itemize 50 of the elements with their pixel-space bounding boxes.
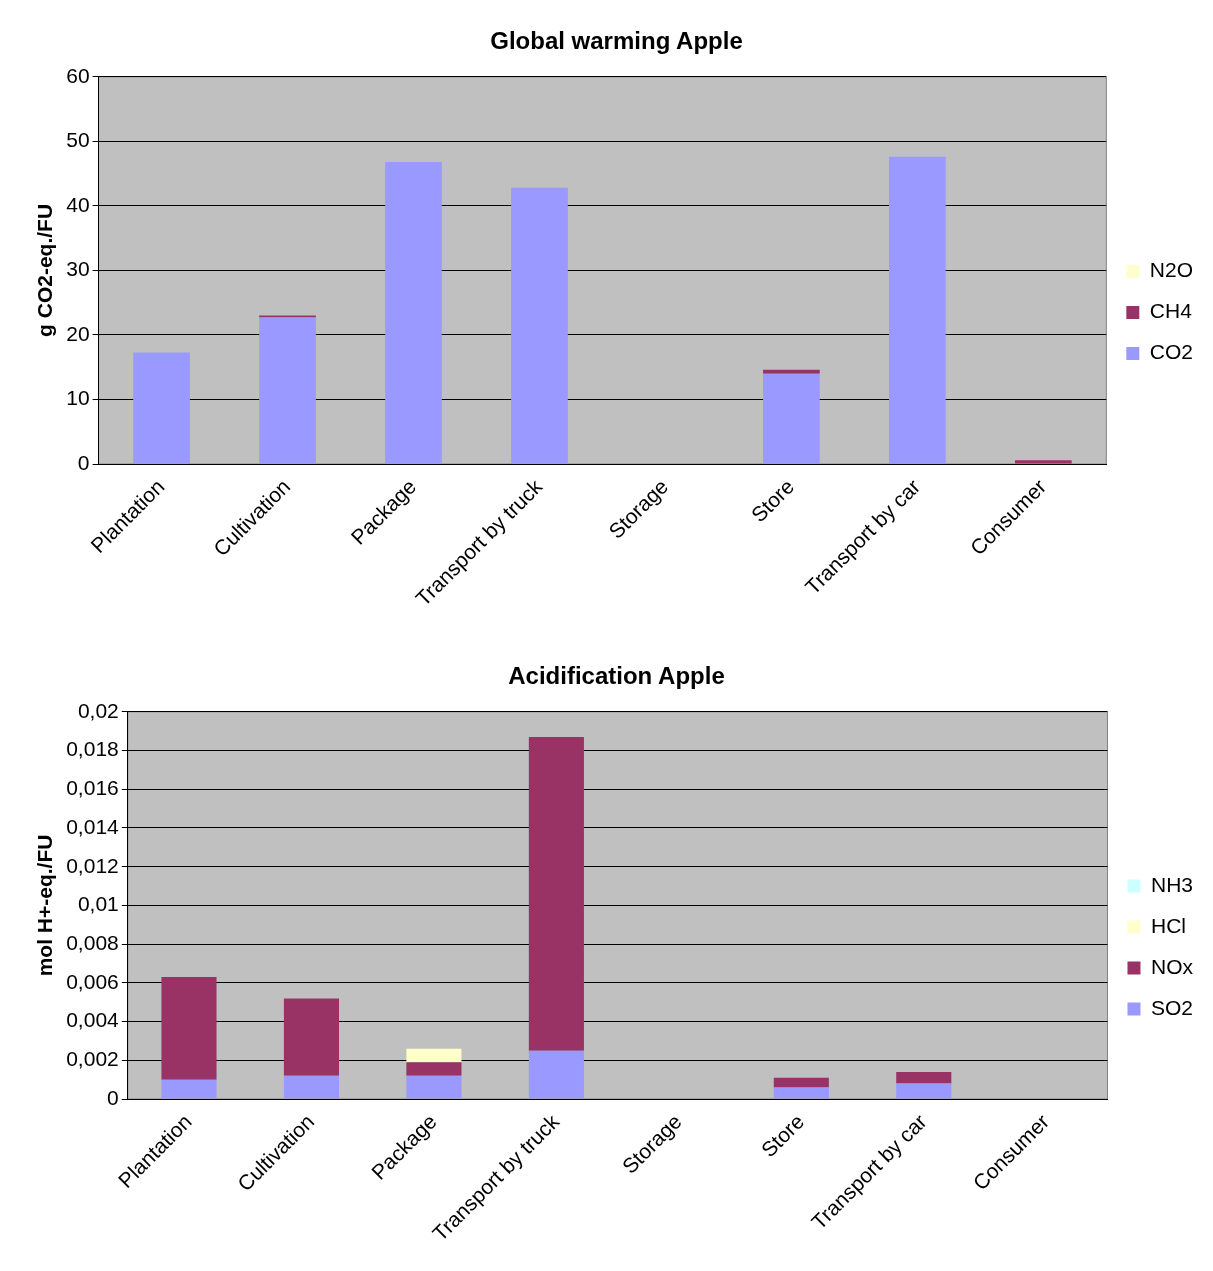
legend-label: HCl xyxy=(1150,913,1186,937)
y-axis-title: mol H+-eq./FU xyxy=(33,834,57,977)
y-tick-label: 30 xyxy=(66,257,90,281)
y-tick-label: 40 xyxy=(66,192,90,216)
bar xyxy=(511,187,568,464)
bar xyxy=(385,162,442,464)
bar xyxy=(161,1079,217,1099)
y-tick-label: 50 xyxy=(66,128,90,152)
legend-label: CH4 xyxy=(1149,299,1193,323)
legend-label: SO2 xyxy=(1150,995,1194,1019)
bar xyxy=(763,373,820,464)
chart-title: Global warming Apple xyxy=(490,27,743,55)
y-tick-label: 0,008 xyxy=(66,930,119,954)
bar xyxy=(283,1075,340,1099)
bar xyxy=(1014,460,1072,464)
y-tick-label: 10 xyxy=(66,386,90,410)
y-tick-label: 0,016 xyxy=(66,776,119,800)
bar xyxy=(896,1083,952,1099)
bar xyxy=(773,1077,829,1088)
legend-label: NH3 xyxy=(1150,872,1193,896)
y-tick-label: 0,014 xyxy=(66,814,120,838)
bar xyxy=(528,736,584,1051)
y-tick-label: 0,02 xyxy=(77,698,119,722)
bar xyxy=(259,317,316,464)
bar xyxy=(283,998,340,1076)
bar xyxy=(406,1075,462,1099)
y-axis-title: g CO2-eq./FU xyxy=(33,203,57,337)
bar xyxy=(763,369,820,374)
legend-label: NOx xyxy=(1150,954,1194,978)
y-tick-label: 0,006 xyxy=(66,969,119,993)
bar xyxy=(896,1071,952,1084)
bar xyxy=(528,1050,584,1099)
y-tick-label: 0,01 xyxy=(77,892,119,916)
bar xyxy=(773,1087,829,1099)
y-tick-label: 0 xyxy=(77,450,90,474)
y-tick-label: 0,004 xyxy=(66,1008,120,1032)
y-tick-label: 0,018 xyxy=(66,737,119,761)
bar xyxy=(133,352,190,464)
bar xyxy=(406,1062,462,1076)
y-tick-label: 0,012 xyxy=(66,853,119,877)
bar xyxy=(406,1048,462,1063)
y-tick-label: 20 xyxy=(66,321,90,345)
legend-label: N2O xyxy=(1149,258,1194,282)
y-tick-label: 0 xyxy=(107,1085,119,1109)
y-tick-label: 60 xyxy=(66,63,90,87)
bar xyxy=(889,156,946,464)
legend-label: CO2 xyxy=(1149,340,1194,364)
chart-title: Acidification Apple xyxy=(508,662,725,690)
y-tick-label: 0,002 xyxy=(66,1047,119,1071)
bar xyxy=(161,977,217,1080)
